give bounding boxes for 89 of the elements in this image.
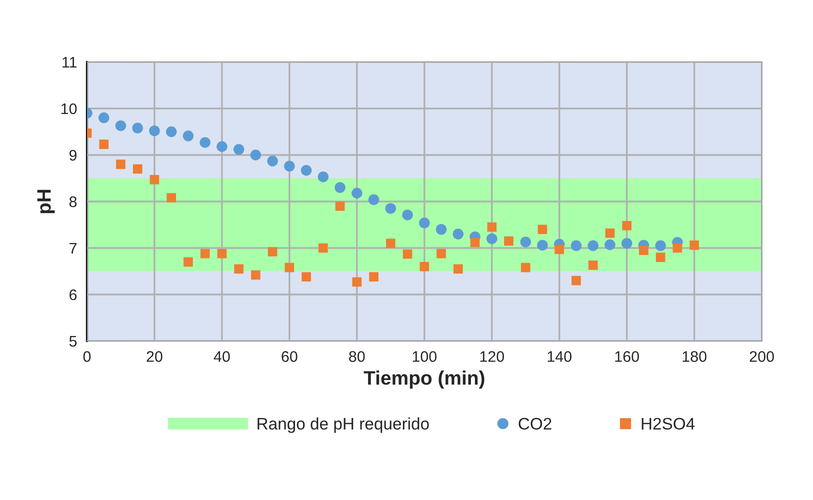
point <box>621 238 632 249</box>
point <box>166 193 176 202</box>
y-axis-title: pH <box>37 190 55 214</box>
point <box>605 228 615 238</box>
x-tick-label: 180 <box>682 351 706 362</box>
x-tick-label: 120 <box>480 351 504 362</box>
point <box>436 224 447 235</box>
point <box>420 262 430 272</box>
point <box>149 125 160 136</box>
point <box>570 240 582 252</box>
point <box>639 246 648 255</box>
point <box>690 240 699 250</box>
y-tick-label: 8 <box>69 196 77 208</box>
point <box>655 240 666 252</box>
point <box>132 122 143 134</box>
point <box>318 171 329 182</box>
point <box>216 141 228 152</box>
point <box>656 252 666 262</box>
point <box>622 221 632 230</box>
point <box>267 156 278 166</box>
point <box>335 201 345 211</box>
point <box>352 277 362 287</box>
point <box>300 164 312 176</box>
y-tick-label: 11 <box>62 57 77 68</box>
point <box>369 272 378 282</box>
point <box>554 244 564 254</box>
point <box>419 218 430 228</box>
point <box>302 272 311 282</box>
y-tick-label: 10 <box>61 103 77 114</box>
x-tick-label: 100 <box>412 351 437 362</box>
point <box>284 160 295 172</box>
point <box>268 247 278 256</box>
point <box>115 120 126 132</box>
x-tick-label: 40 <box>214 351 230 362</box>
point <box>234 264 244 274</box>
x-tick-label: 160 <box>615 351 639 362</box>
point <box>132 164 142 174</box>
point <box>98 112 110 124</box>
x-axis-title: Tiempo (min) <box>364 370 484 389</box>
x-tick-label: 20 <box>146 351 162 362</box>
point <box>200 137 210 148</box>
x-tick-label: 60 <box>282 351 298 362</box>
point <box>504 236 514 246</box>
point <box>520 236 531 248</box>
point <box>588 240 598 252</box>
point <box>588 260 598 270</box>
point <box>352 188 362 199</box>
point <box>99 140 109 149</box>
point <box>182 130 194 142</box>
y-tick-label: 5 <box>69 336 77 347</box>
y-tick-label: 7 <box>70 243 77 254</box>
point <box>470 238 480 248</box>
point <box>604 239 616 250</box>
point <box>537 240 548 251</box>
x-tick-label: 200 <box>750 351 774 362</box>
point <box>452 228 464 240</box>
point <box>486 233 498 244</box>
point <box>217 248 227 258</box>
point <box>386 238 396 248</box>
point <box>368 194 380 206</box>
x-tick-label: 80 <box>349 351 365 362</box>
x-tick-label: 140 <box>548 351 572 362</box>
point <box>572 276 581 286</box>
x-tick-label: 0 <box>83 351 91 362</box>
point <box>538 224 548 234</box>
point <box>200 248 210 258</box>
point <box>453 264 463 274</box>
point <box>318 243 328 253</box>
point <box>184 257 193 267</box>
y-tick-label: 9 <box>69 150 77 161</box>
point <box>385 203 396 214</box>
point <box>334 182 346 193</box>
point <box>250 150 262 160</box>
point <box>166 126 177 138</box>
point <box>402 210 413 220</box>
point <box>487 222 497 232</box>
point <box>402 249 412 259</box>
legend-label: Rango de pH requerido <box>258 417 429 433</box>
point <box>150 174 160 184</box>
point <box>284 262 294 272</box>
point <box>436 248 446 258</box>
point <box>233 144 244 155</box>
point <box>116 160 126 169</box>
point <box>520 262 530 272</box>
point <box>672 243 682 253</box>
y-tick-label: 6 <box>70 289 77 300</box>
legend-label: H2SO4 <box>642 418 695 430</box>
point <box>251 270 260 280</box>
legend-label: CO2 <box>518 418 552 430</box>
